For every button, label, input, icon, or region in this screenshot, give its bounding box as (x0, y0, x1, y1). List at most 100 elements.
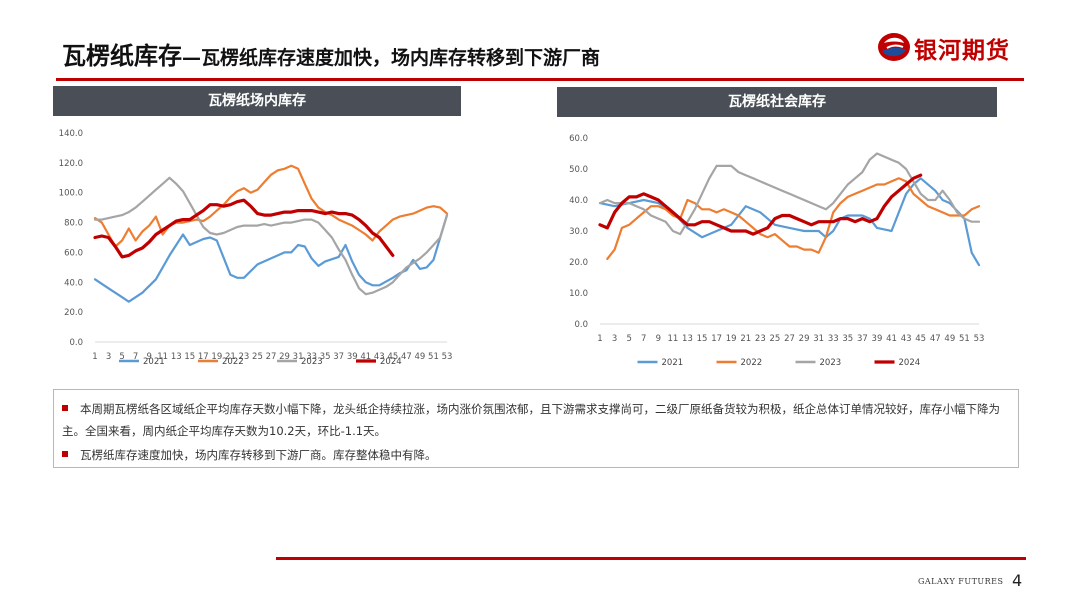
series-line-2022 (606, 177, 981, 260)
x-tick-label: 17 (711, 334, 722, 344)
y-tick-label: 80.0 (64, 219, 83, 229)
x-tick-label: 31 (293, 352, 304, 362)
x-tick-label: 23 (755, 334, 766, 344)
x-tick-label: 15 (184, 352, 195, 362)
x-tick-label: 35 (320, 352, 331, 362)
left-chart-title: 瓦楞纸场内库存 (208, 93, 306, 109)
x-tick-label: 45 (387, 352, 398, 362)
x-tick-label: 3 (106, 352, 111, 362)
y-tick-label: 120.0 (59, 159, 83, 169)
x-tick-label: 7 (641, 334, 646, 344)
x-tick-label: 1 (92, 352, 97, 362)
note-item-1: 本周期瓦楞纸各区域纸企平均库存天数小幅下降，龙头纸企持续拉涨，场内涨价氛围浓郁，… (62, 398, 1010, 442)
x-tick-label: 29 (799, 334, 810, 344)
footer-brand: GALAXY FUTURES (918, 577, 1004, 586)
y-tick-label: 30.0 (569, 227, 588, 237)
bullet-icon (62, 451, 68, 457)
x-tick-label: 33 (306, 352, 317, 362)
x-tick-label: 33 (828, 334, 839, 344)
x-tick-label: 43 (374, 352, 385, 362)
x-tick-label: 25 (252, 352, 263, 362)
y-tick-label: 60.0 (64, 248, 83, 258)
x-tick-label: 47 (401, 352, 412, 362)
y-tick-label: 40.0 (569, 196, 588, 206)
legend-label: 2022 (741, 358, 763, 368)
page-number: 4 (1012, 571, 1023, 590)
company-logo: 银河期货 (876, 28, 1026, 66)
title-divider (56, 78, 1024, 81)
series-line-2024 (598, 173, 923, 236)
y-tick-label: 0.0 (574, 320, 588, 330)
x-tick-label: 43 (901, 334, 912, 344)
x-tick-label: 1 (597, 334, 602, 344)
x-tick-label: 27 (266, 352, 277, 362)
x-tick-label: 51 (959, 334, 970, 344)
series-line-2021 (598, 177, 981, 267)
y-tick-label: 10.0 (569, 289, 588, 299)
legend-label: 2024 (899, 358, 921, 368)
legend-label: 2022 (222, 357, 244, 367)
left-chart-header: 瓦楞纸场内库存 (53, 86, 461, 116)
x-tick-label: 21 (225, 352, 236, 362)
x-tick-label: 11 (667, 334, 678, 344)
x-tick-label: 29 (279, 352, 290, 362)
legend-label: 2021 (143, 357, 165, 367)
series-line-2023 (93, 176, 449, 296)
legend-label: 2023 (820, 358, 842, 368)
x-tick-label: 9 (146, 352, 151, 362)
page-title-main: 瓦楞纸库存 (62, 42, 182, 70)
x-tick-label: 13 (171, 352, 182, 362)
right-chart-title: 瓦楞纸社会库存 (728, 94, 826, 110)
x-tick-label: 47 (930, 334, 941, 344)
x-tick-label: 25 (770, 334, 781, 344)
x-tick-label: 49 (415, 352, 426, 362)
series-line-2022 (93, 164, 449, 248)
x-tick-label: 13 (682, 334, 693, 344)
x-tick-label: 45 (915, 334, 926, 344)
x-tick-label: 53 (442, 352, 453, 362)
x-tick-label: 5 (626, 334, 631, 344)
y-tick-label: 60.0 (569, 134, 588, 144)
legend-label: 2021 (662, 358, 684, 368)
x-tick-label: 53 (974, 334, 985, 344)
galaxy-logo-icon (878, 33, 910, 61)
page-title: 瓦楞纸库存—瓦楞纸库存速度加快，场内库存转移到下游厂商 (62, 36, 600, 71)
x-tick-label: 41 (360, 352, 371, 362)
x-tick-label: 21 (740, 334, 751, 344)
logo-text: 银河期货 (914, 38, 1010, 64)
x-tick-label: 15 (697, 334, 708, 344)
y-tick-label: 20.0 (569, 258, 588, 268)
x-tick-label: 37 (333, 352, 344, 362)
x-tick-label: 17 (198, 352, 209, 362)
series-line-2024 (93, 198, 395, 259)
note-item-2: 瓦楞纸库存速度加快，场内库存转移到下游厂商。库存整体稳中有降。 (62, 444, 1010, 466)
right-chart-svg: 0.010.020.030.040.050.060.01 3 5 7 9 11 13 15 17… (569, 134, 985, 368)
x-tick-label: 39 (347, 352, 358, 362)
left-chart: 0.0 20.0 40.0 60.0 80.0 100.0 120.0 140.0 1 3 5 7 9 1… (53, 120, 461, 375)
commentary-box: 本周期瓦楞纸各区域纸企平均库存天数小幅下降，龙头纸企持续拉涨，场内涨价氛围浓郁，… (53, 389, 1019, 468)
x-tick-label: 9 (656, 334, 661, 344)
legend-label: 2024 (380, 357, 402, 367)
y-tick-label: 0.0 (69, 338, 83, 348)
y-tick-label: 40.0 (64, 278, 83, 288)
x-tick-label: 19 (726, 334, 737, 344)
x-tick-label: 11 (157, 352, 168, 362)
right-chart-header: 瓦楞纸社会库存 (557, 87, 997, 117)
x-tick-label: 35 (842, 334, 853, 344)
x-tick-label: 41 (886, 334, 897, 344)
x-tick-label: 7 (133, 352, 138, 362)
x-tick-label: 31 (813, 334, 824, 344)
note-text-2: 瓦楞纸库存速度加快，场内库存转移到下游厂商。库存整体稳中有降。 (80, 448, 437, 462)
legend-label: 2023 (301, 357, 323, 367)
x-tick-label: 19 (211, 352, 222, 362)
x-tick-label: 3 (612, 334, 617, 344)
y-tick-label: 50.0 (569, 165, 588, 175)
y-tick-label: 100.0 (59, 189, 83, 199)
bullet-icon (62, 405, 68, 411)
page-title-sub: —瓦楞纸库存速度加快，场内库存转移到下游厂商 (182, 47, 601, 69)
right-chart: 0.0 10.0 20.0 30.0 40.0 50.0 60.0 1 3 5 7 9 11 13 15 17… (557, 124, 997, 376)
x-tick-label: 27 (784, 334, 795, 344)
series-line-2023 (598, 152, 981, 236)
x-tick-label: 37 (857, 334, 868, 344)
